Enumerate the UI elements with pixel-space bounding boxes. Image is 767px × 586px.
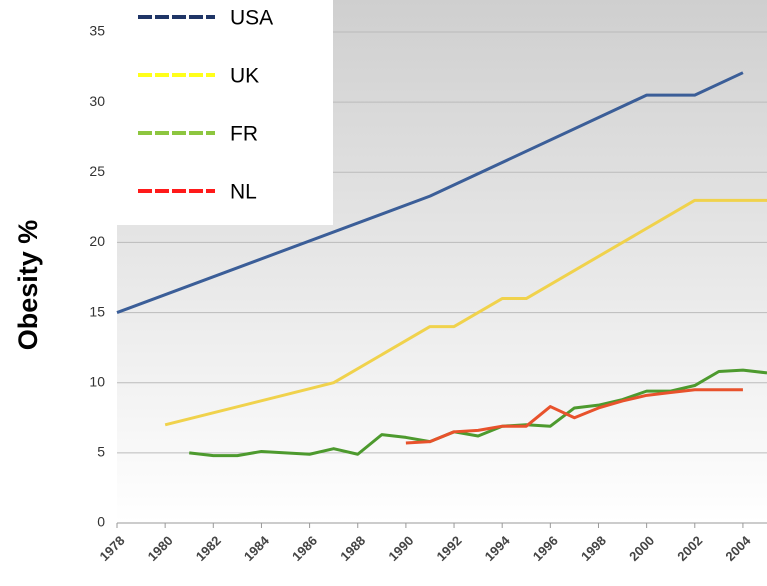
x-tick-label: 1978 [96,533,127,564]
y-tick-label: 30 [89,93,105,109]
y-tick-label: 0 [97,514,105,530]
line [164,198,767,427]
line [116,71,744,314]
x-tick-label: 1996 [530,533,561,564]
legend-label: FR [230,123,258,146]
x-tick-label: 1980 [145,533,176,564]
legend-box [117,0,333,225]
y-tick-label: 5 [97,444,105,460]
x-tick-label: 1984 [241,532,273,564]
y-tick-label: 20 [89,233,105,249]
x-tick-label: 2000 [626,533,657,564]
x-tick-label: 1986 [289,533,320,564]
x-tick-label: 1992 [434,533,465,564]
x-tick-label: 1998 [578,533,609,564]
legend-label: USA [230,7,273,30]
y-tick-label: 35 [89,23,105,39]
x-tick-label: 2004 [722,532,754,564]
y-tick-label: 25 [89,163,105,179]
legend-label: NL [230,181,257,204]
y-tick-label: 10 [89,373,105,389]
legend-label: UK [230,65,259,88]
x-tick-label: 1982 [193,533,224,564]
line [405,388,743,445]
y-tick-label: 15 [89,303,105,319]
x-tick-label: 1988 [337,533,368,564]
x-tick-label: 1990 [385,533,416,564]
y-axis-label: Obesity % [13,220,43,351]
x-tick-label: 2002 [674,533,705,564]
x-tick-label: 1994 [482,532,514,564]
